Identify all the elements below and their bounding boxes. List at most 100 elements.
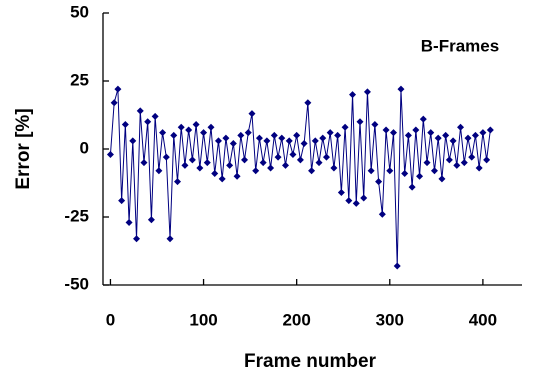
marker bbox=[244, 129, 252, 137]
marker bbox=[345, 197, 353, 205]
marker bbox=[430, 167, 438, 175]
marker bbox=[352, 199, 360, 207]
marker bbox=[281, 161, 289, 169]
marker bbox=[393, 262, 401, 270]
marker bbox=[308, 167, 316, 175]
marker bbox=[479, 129, 487, 137]
marker bbox=[475, 164, 483, 172]
marker bbox=[416, 172, 424, 180]
marker bbox=[170, 131, 178, 139]
marker bbox=[471, 131, 479, 139]
marker bbox=[270, 131, 278, 139]
annotation: B-Frames bbox=[421, 36, 499, 55]
marker bbox=[445, 156, 453, 164]
marker bbox=[404, 131, 412, 139]
marker bbox=[457, 123, 465, 131]
marker bbox=[337, 189, 345, 197]
marker bbox=[375, 178, 383, 186]
y-tick-label: 25 bbox=[70, 70, 89, 89]
marker bbox=[129, 137, 137, 145]
marker bbox=[233, 172, 241, 180]
marker bbox=[419, 115, 427, 123]
marker bbox=[278, 134, 286, 142]
marker bbox=[330, 164, 338, 172]
marker bbox=[453, 161, 461, 169]
x-tick-label: 300 bbox=[376, 310, 404, 329]
marker bbox=[464, 134, 472, 142]
marker bbox=[438, 175, 446, 183]
marker bbox=[363, 88, 371, 96]
marker bbox=[177, 123, 185, 131]
marker bbox=[237, 131, 245, 139]
marker bbox=[486, 126, 494, 134]
marker bbox=[155, 167, 163, 175]
marker bbox=[442, 131, 450, 139]
marker bbox=[200, 129, 208, 137]
marker bbox=[326, 129, 334, 137]
marker bbox=[214, 137, 222, 145]
marker bbox=[468, 153, 476, 161]
marker bbox=[226, 161, 234, 169]
marker bbox=[218, 175, 226, 183]
marker bbox=[125, 218, 133, 226]
y-tick-label: -50 bbox=[64, 274, 89, 293]
marker bbox=[255, 134, 263, 142]
marker bbox=[460, 159, 468, 167]
marker bbox=[449, 137, 457, 145]
y-tick-label: 0 bbox=[80, 138, 89, 157]
marker bbox=[390, 129, 398, 137]
marker bbox=[360, 194, 368, 202]
marker bbox=[229, 140, 237, 148]
marker bbox=[222, 134, 230, 142]
marker bbox=[311, 137, 319, 145]
marker bbox=[159, 129, 167, 137]
marker bbox=[173, 178, 181, 186]
marker bbox=[304, 99, 312, 107]
marker bbox=[293, 131, 301, 139]
marker bbox=[341, 123, 349, 131]
marker bbox=[397, 85, 405, 93]
marker bbox=[356, 118, 364, 126]
marker bbox=[408, 183, 416, 191]
marker bbox=[181, 161, 189, 169]
marker bbox=[315, 159, 323, 167]
marker bbox=[322, 153, 330, 161]
marker bbox=[263, 137, 271, 145]
marker bbox=[241, 156, 249, 164]
marker bbox=[259, 159, 267, 167]
marker bbox=[144, 118, 152, 126]
marker bbox=[118, 197, 126, 205]
x-tick-label: 200 bbox=[282, 310, 310, 329]
marker bbox=[185, 126, 193, 134]
marker bbox=[267, 164, 275, 172]
x-axis-label: Frame number bbox=[244, 351, 377, 372]
y-axis-label: Error [%] bbox=[13, 108, 34, 189]
marker bbox=[207, 123, 215, 131]
marker bbox=[289, 150, 297, 158]
marker bbox=[211, 169, 219, 177]
marker bbox=[188, 156, 196, 164]
marker bbox=[151, 112, 159, 120]
marker bbox=[371, 121, 379, 129]
marker bbox=[136, 107, 144, 115]
marker bbox=[274, 153, 282, 161]
marker bbox=[192, 121, 200, 129]
marker bbox=[121, 121, 129, 129]
marker bbox=[133, 235, 141, 243]
marker bbox=[427, 129, 435, 137]
x-tick-label: 100 bbox=[189, 310, 217, 329]
marker bbox=[434, 134, 442, 142]
marker bbox=[367, 167, 375, 175]
marker bbox=[300, 140, 308, 148]
marker bbox=[147, 216, 155, 224]
marker bbox=[203, 159, 211, 167]
marker bbox=[382, 126, 390, 134]
marker bbox=[334, 131, 342, 139]
marker bbox=[378, 210, 386, 218]
marker bbox=[162, 153, 170, 161]
marker bbox=[423, 159, 431, 167]
marker bbox=[196, 164, 204, 172]
marker bbox=[349, 91, 357, 99]
marker bbox=[248, 110, 256, 118]
